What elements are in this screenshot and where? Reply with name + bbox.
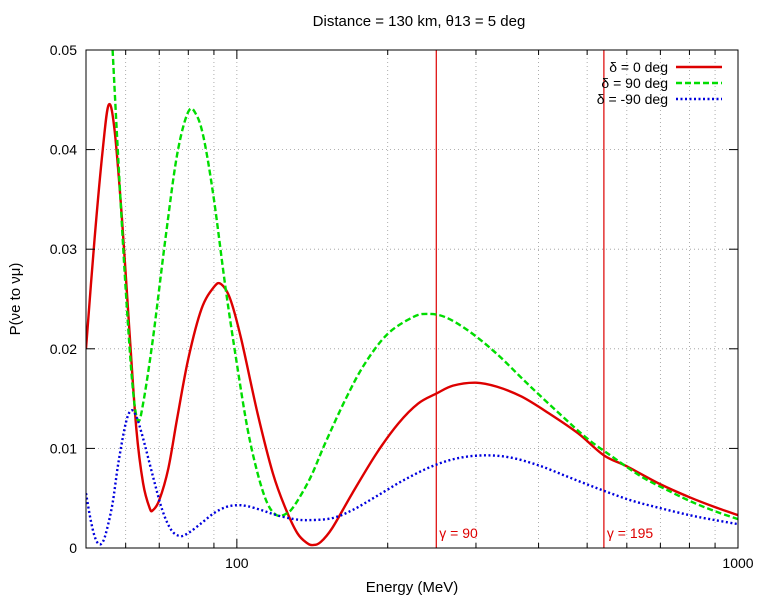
annotation-label: γ = 90	[439, 525, 478, 541]
y-tick-label: 0.04	[50, 142, 77, 158]
grid	[86, 50, 738, 548]
y-tick-label: 0	[69, 540, 77, 556]
annotation-lines: γ = 90 γ = 195	[435, 50, 654, 548]
x-tick-label: 100	[225, 555, 249, 571]
x-axis-label: Energy (MeV)	[366, 579, 459, 596]
y-axis-label: P(νe to νμ)	[7, 263, 24, 336]
y-tick-label: 0.02	[50, 341, 77, 357]
y-tick-label: 0.01	[50, 440, 77, 456]
annotation-label: γ = 195	[607, 525, 654, 541]
axis-ticks: 100 1000 0 0.01 0.02 0.03 0.04 0.05	[50, 42, 754, 571]
legend-label: δ = -90 deg	[597, 91, 668, 107]
y-tick-label: 0.05	[50, 42, 77, 58]
y-tick-label: 0.03	[50, 241, 77, 257]
chart-title: Distance = 130 km, θ13 = 5 deg	[313, 13, 526, 30]
series-line-0	[86, 102, 738, 547]
plot-frame	[85, 49, 739, 549]
x-tick-label: 1000	[722, 555, 753, 571]
legend-label: δ = 0 deg	[609, 59, 668, 75]
legend-label: δ = 90 deg	[601, 75, 668, 91]
series-layer	[86, 50, 738, 547]
